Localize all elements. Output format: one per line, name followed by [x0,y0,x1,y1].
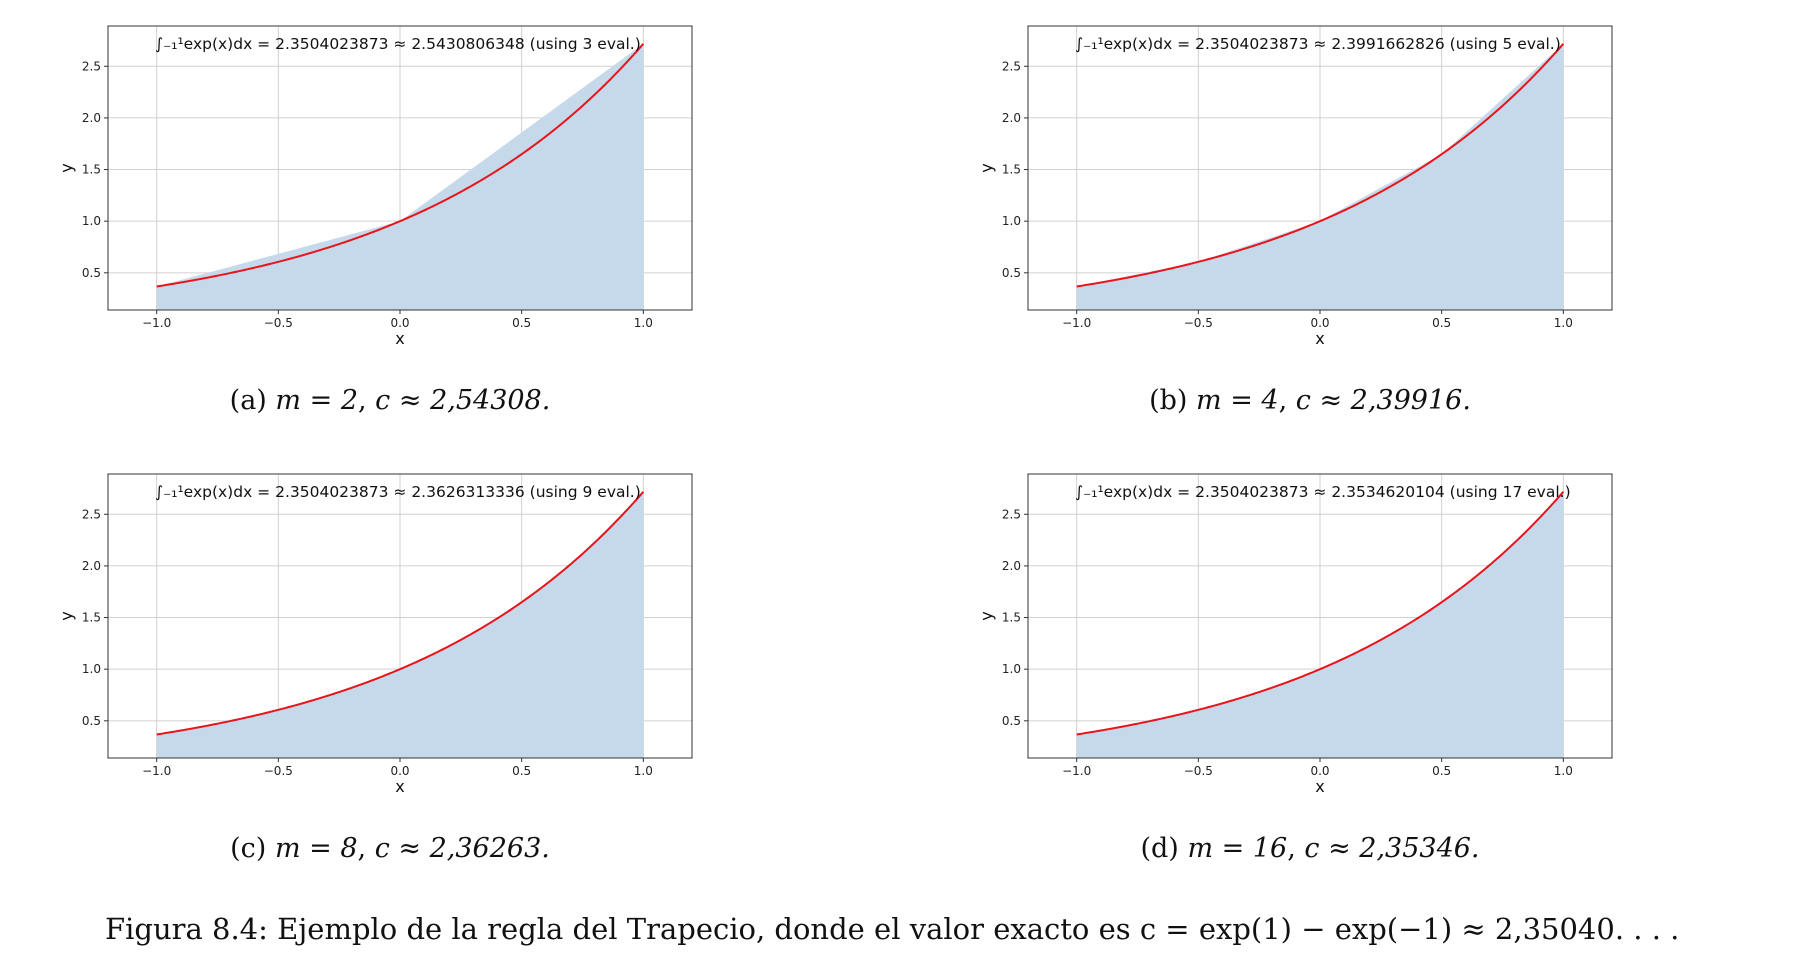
x-tick-label: 0.5 [512,316,531,330]
exp-curve-line [156,491,645,736]
x-axis-label: x [1315,777,1324,796]
chart-svg: −1.0 −0.5 0.0 0.5 1.0 0.5 1.0 1.5 2.0 2.5 x y ∫₋₁¹ex… [57,473,693,796]
caption-m: m = 16 [1187,833,1288,864]
x-tick-label: 1.0 [1554,764,1573,778]
x-tick-label: −1.0 [1062,316,1091,330]
x-tick-label: 0.0 [390,316,409,330]
y-tick-label: 1.5 [82,163,101,177]
x-tick-label: 1.0 [634,764,653,778]
y-tick-label: 0.5 [82,266,101,280]
subplot-caption: (b) m = 4, c ≈ 2,39916. [1149,385,1471,416]
y-axis-label: y [977,611,996,620]
subplot-caption: (a) m = 2, c ≈ 2,54308. [229,385,551,416]
y-tick-label: 0.5 [82,714,101,728]
x-tick-label: 1.0 [1554,316,1573,330]
exp-curve-line [156,43,645,288]
plot-title: ∫₋₁¹exp(x)dx = 2.3504023873 ≈ 2.36263133… [155,483,641,501]
y-tick-label: 2.5 [1002,59,1021,73]
x-tick-label: 0.5 [1432,316,1451,330]
x-tick-label: 0.0 [1310,316,1329,330]
y-tick-label: 1.0 [82,214,101,228]
y-axis-label: y [977,163,996,172]
trapezoid-area [156,491,644,758]
chart-svg: −1.0 −0.5 0.0 0.5 1.0 0.5 1.0 1.5 2.0 2.5 x y ∫₋₁¹ex… [977,473,1613,796]
x-tick-label: −1.0 [1062,764,1091,778]
x-tick-label: −0.5 [264,316,293,330]
y-tick-label: 1.5 [1002,163,1021,177]
x-tick-label: −0.5 [1184,316,1213,330]
caption-m: m = 4 [1196,385,1279,416]
plot-title: ∫₋₁¹exp(x)dx = 2.3504023873 ≈ 2.54308063… [155,35,641,53]
subplot-d: −1.0 −0.5 0.0 0.5 1.0 0.5 1.0 1.5 2.0 2.5 x y ∫₋₁¹ex… [920,448,1802,898]
x-tick-label: 0.0 [390,764,409,778]
y-axis-label: y [57,163,76,172]
y-tick-label: 1.0 [82,662,101,676]
x-axis-label: x [1315,329,1324,348]
caption-c: c ≈ 2,54308. [375,385,551,416]
trapezoid-area [1076,43,1564,310]
y-tick-label: 2.0 [1002,111,1021,125]
caption-label: (c) [230,833,267,864]
y-tick-label: 2.0 [82,111,101,125]
caption-c: c ≈ 2,39916. [1295,385,1471,416]
subplot-c: −1.0 −0.5 0.0 0.5 1.0 0.5 1.0 1.5 2.0 2.5 x y ∫₋₁¹ex… [0,448,900,898]
figure-caption: Figura 8.4: Ejemplo de la regla del Trap… [105,912,1680,946]
y-tick-label: 1.0 [1002,214,1021,228]
subplot-b: −1.0 −0.5 0.0 0.5 1.0 0.5 1.0 1.5 2.0 2.5 x y ∫₋₁¹ex… [920,0,1802,450]
x-axis-label: x [395,329,404,348]
x-tick-label: 0.0 [1310,764,1329,778]
y-tick-label: 1.0 [1002,662,1021,676]
y-tick-label: 2.0 [82,559,101,573]
y-tick-label: 2.5 [82,59,101,73]
y-tick-label: 0.5 [1002,714,1021,728]
y-tick-label: 1.5 [1002,611,1021,625]
x-tick-label: 1.0 [634,316,653,330]
y-tick-label: 2.0 [1002,559,1021,573]
subplot-a: −1.0 −0.5 0.0 0.5 1.0 0.5 1.0 1.5 2.0 2.5 x y ∫₋₁¹ex… [0,0,900,450]
chart-svg: −1.0 −0.5 0.0 0.5 1.0 0.5 1.0 1.5 2.0 2.5 x y ∫₋₁¹ex… [57,25,693,348]
x-tick-label: −1.0 [142,764,171,778]
x-axis-label: x [395,777,404,796]
caption-label: (b) [1149,385,1188,416]
plot-title: ∫₋₁¹exp(x)dx = 2.3504023873 ≈ 2.39916628… [1075,35,1561,53]
trapezoid-area [156,43,644,310]
y-tick-label: 2.5 [1002,507,1021,521]
exp-curve-line [1076,491,1565,736]
x-tick-label: −0.5 [264,764,293,778]
y-tick-label: 1.5 [82,611,101,625]
caption-label: (d) [1140,833,1179,864]
x-tick-label: 0.5 [1432,764,1451,778]
y-axis-label: y [57,611,76,620]
caption-c: c ≈ 2,36263. [374,833,550,864]
x-tick-label: −1.0 [142,316,171,330]
plot-title: ∫₋₁¹exp(x)dx = 2.3504023873 ≈ 2.35346201… [1075,483,1571,501]
caption-label: (a) [229,385,267,416]
caption-c: c ≈ 2,35346. [1304,833,1480,864]
y-tick-label: 0.5 [1002,266,1021,280]
y-tick-label: 2.5 [82,507,101,521]
caption-m: m = 2 [275,385,358,416]
trapezoid-area [1076,491,1564,758]
subplot-caption: (d) m = 16, c ≈ 2,35346. [1140,833,1480,864]
subplot-caption: (c) m = 8, c ≈ 2,36263. [230,833,550,864]
x-tick-label: −0.5 [1184,764,1213,778]
x-tick-label: 0.5 [512,764,531,778]
exp-curve-line [1076,43,1565,288]
chart-svg: −1.0 −0.5 0.0 0.5 1.0 0.5 1.0 1.5 2.0 2.5 x y ∫₋₁¹ex… [977,25,1613,348]
caption-m: m = 8 [274,833,358,864]
